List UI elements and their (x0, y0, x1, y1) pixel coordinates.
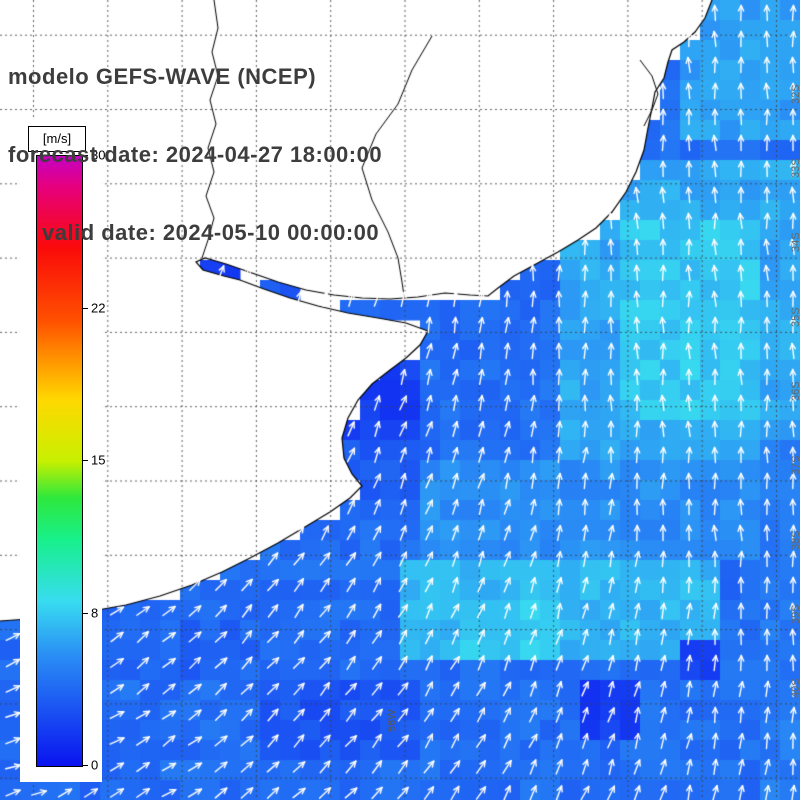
colorbar-tick-mark (82, 307, 88, 309)
colorbar-tick-label: 0 (91, 757, 99, 773)
latitude-label: 40S (790, 678, 800, 698)
latitude-label: 39S (790, 604, 800, 624)
colorbar-tick-mark (82, 155, 88, 156)
colorbar-unit-label: [m/s] (28, 126, 86, 152)
latitude-label: 36S (790, 381, 800, 401)
latitude-label: 35S (790, 307, 800, 327)
valid-date: valid date: 2024-05-10 00:00:00 (42, 220, 380, 245)
colorbar-tick-mark (82, 460, 88, 461)
colorbar-tick-mark (82, 612, 88, 614)
latitude-label: 32S (790, 84, 800, 104)
model-title: modelo GEFS-WAVE (NCEP) (8, 64, 317, 89)
latitude-label: 38S (790, 530, 800, 550)
latitude-label: 37S (790, 455, 800, 475)
colorbar-tick-label: 22 (91, 300, 106, 315)
colorbar-gradient (36, 155, 83, 767)
colorbar-tick-label: 30 (91, 147, 106, 163)
colorbar: [m/s] 30 22 15 8 0 (20, 118, 106, 782)
colorbar-tick-mark (82, 765, 88, 766)
longitude-label: 56W (386, 709, 398, 732)
colorbar-tick-label: 15 (91, 452, 106, 468)
map-title-block: modelo GEFS-WAVE (NCEP) forecast date: 2… (8, 12, 382, 298)
latitude-label: 33S (790, 158, 800, 178)
latitude-label: 34S (790, 232, 800, 252)
colorbar-tick-label: 8 (91, 605, 99, 620)
forecast-date: forecast date: 2024-04-27 18:00:00 (8, 142, 383, 167)
